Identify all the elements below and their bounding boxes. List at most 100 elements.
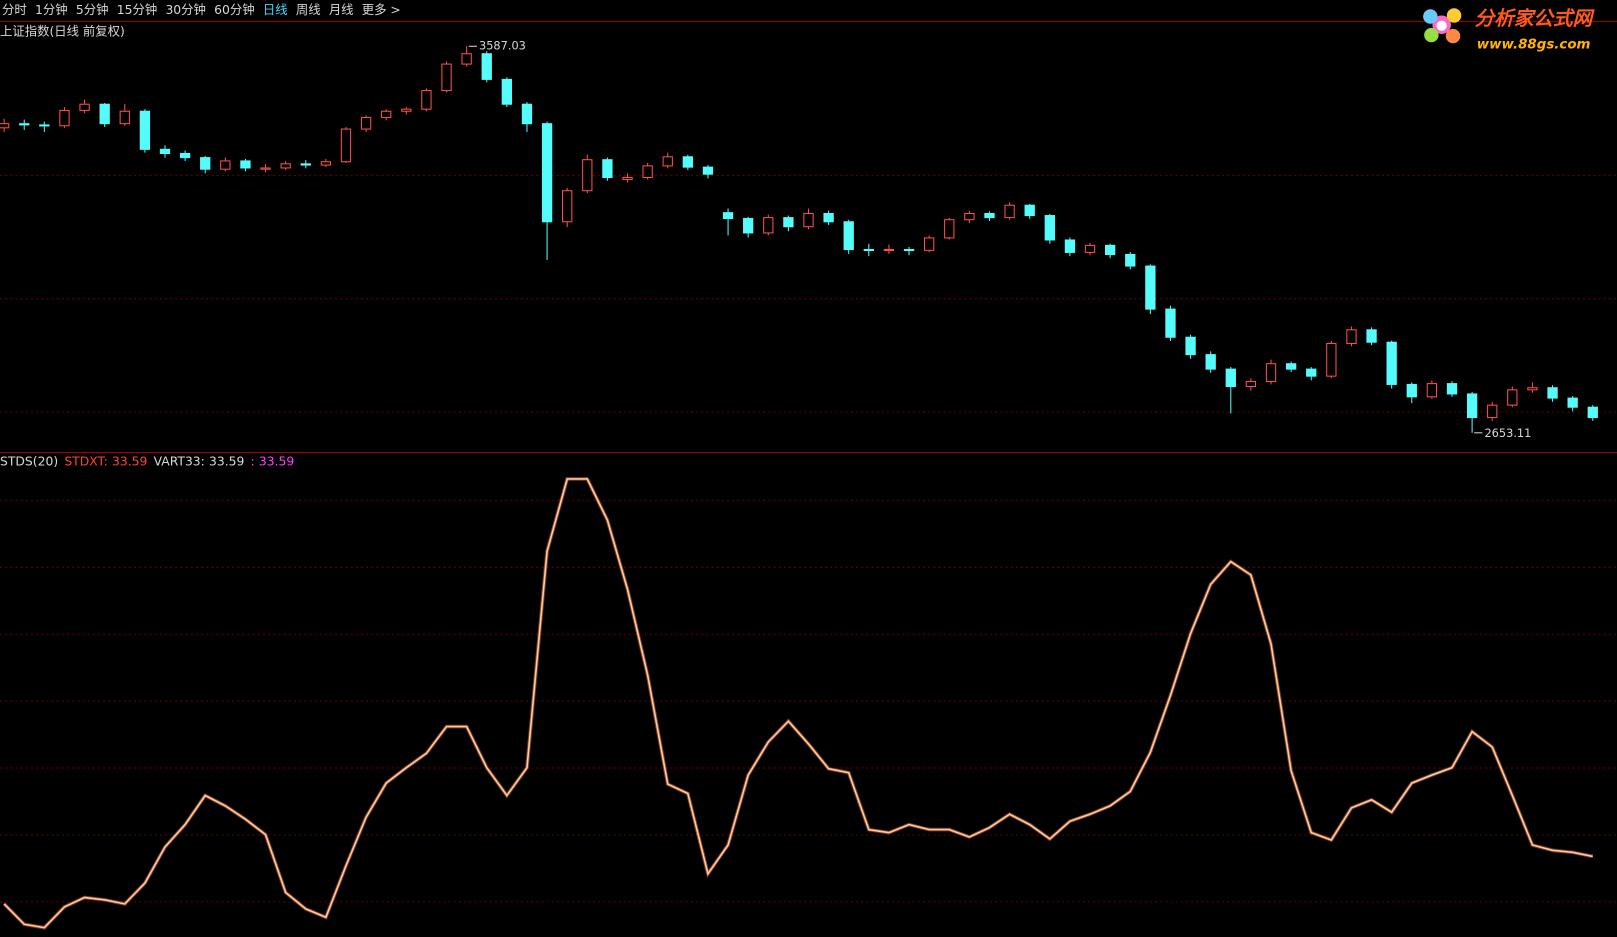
logo-petal [1446, 8, 1462, 23]
candle-body [1285, 363, 1297, 370]
candle-body [1125, 253, 1136, 267]
toolbar-item[interactable]: 60分钟 [214, 2, 254, 17]
logo-title: 分析家公式网 [1475, 7, 1596, 30]
candle-body [984, 212, 995, 219]
readout-value: 33.59 [259, 454, 294, 468]
candle-body [1366, 329, 1377, 343]
candle-body [220, 160, 231, 170]
candle-body [1326, 342, 1337, 377]
candle-body [1245, 381, 1257, 388]
candle-body [1306, 368, 1317, 377]
candle-body [944, 219, 955, 239]
indicator-title: STDS(20) [0, 454, 58, 468]
candle-body [1406, 383, 1417, 398]
candle-body [1587, 406, 1598, 419]
toolbar-item[interactable]: 30分钟 [165, 2, 205, 17]
toolbar-item[interactable]: 更多 > [362, 3, 401, 17]
candle-body [1185, 336, 1196, 356]
candle-body [441, 63, 452, 92]
toolbar-item[interactable]: 月线 [329, 3, 354, 17]
candle-body [320, 161, 332, 166]
candle-body [1084, 244, 1096, 253]
candle-body [1004, 204, 1015, 219]
candle-body [481, 53, 492, 80]
candle-body [300, 163, 311, 166]
logo: 分析家公式网 www.88gs.com [1423, 7, 1596, 52]
candle-body [722, 212, 734, 219]
toolbar-item[interactable]: 分时 [2, 3, 27, 17]
toolbar-item[interactable]: 1分钟 [35, 2, 68, 17]
candle-body [1567, 397, 1578, 408]
candle-body [1225, 368, 1236, 388]
candle-body [763, 217, 774, 234]
candle-body [1547, 387, 1558, 399]
candle-body [843, 221, 854, 251]
candle-body [702, 166, 714, 175]
candle-body [582, 159, 593, 192]
readout-value: 33.59 [209, 454, 244, 468]
candle-body [743, 217, 754, 234]
candle-body [662, 156, 673, 167]
candle-body [1024, 204, 1035, 217]
candle-body [1527, 387, 1538, 391]
candle-body [79, 103, 90, 111]
logo-center [1436, 20, 1447, 31]
readout-label: : [251, 454, 255, 468]
candle-body [1386, 341, 1397, 385]
candle-body [1205, 354, 1216, 370]
candle-body [1487, 404, 1498, 419]
candle-body [903, 248, 915, 252]
annotation: 3587.03 [479, 38, 526, 52]
candle-body [280, 163, 291, 169]
candle-body [964, 212, 975, 221]
candle-body [541, 123, 553, 223]
toolbar-item[interactable]: 5分钟 [76, 2, 109, 17]
candle-body [803, 212, 814, 228]
candle-body [682, 156, 693, 168]
toolbar-item[interactable]: 15分钟 [117, 2, 157, 17]
candle-body [1507, 389, 1518, 406]
toolbar-item[interactable]: 日线 [263, 3, 288, 17]
candle-body [521, 103, 533, 125]
candle-body [39, 124, 50, 127]
candle-body [883, 248, 895, 252]
candle-body [139, 110, 151, 150]
logo-petal [1445, 28, 1461, 44]
candle-body [421, 90, 432, 110]
logo-petal [1423, 9, 1438, 24]
candle-body [119, 110, 130, 125]
toolbar-item[interactable]: 周线 [296, 3, 321, 17]
candle-body [1064, 239, 1076, 253]
candle-body [0, 123, 10, 129]
candle-body [381, 110, 392, 118]
candle-body [401, 108, 412, 112]
candle-body [1446, 383, 1458, 395]
candle-body [260, 167, 271, 170]
candle-body [19, 123, 30, 126]
series-line [3, 478, 1593, 929]
candle-body [1346, 329, 1357, 344]
annotation: 2653.11 [1484, 426, 1531, 440]
candle-body [1145, 265, 1156, 310]
candle-body [863, 248, 874, 252]
candle-body [1165, 308, 1176, 338]
readout-label: STDXT: [64, 454, 108, 468]
candle-body [1426, 383, 1438, 398]
candle-body [501, 78, 513, 105]
candle-body [461, 53, 472, 65]
candle-body [59, 109, 70, 127]
candle-body [562, 190, 573, 223]
candle-body [602, 159, 613, 178]
logo-petal [1424, 27, 1439, 43]
logo-url: www.88gs.com [1477, 37, 1591, 52]
candle-body [340, 128, 352, 163]
readout-label: VART33: [154, 454, 205, 468]
readout-value: 33.59 [112, 454, 147, 468]
candle-body [200, 157, 211, 170]
candle-body [179, 152, 191, 159]
candle-body [240, 160, 251, 169]
candle-body [1466, 393, 1478, 419]
candle-body [622, 176, 633, 181]
